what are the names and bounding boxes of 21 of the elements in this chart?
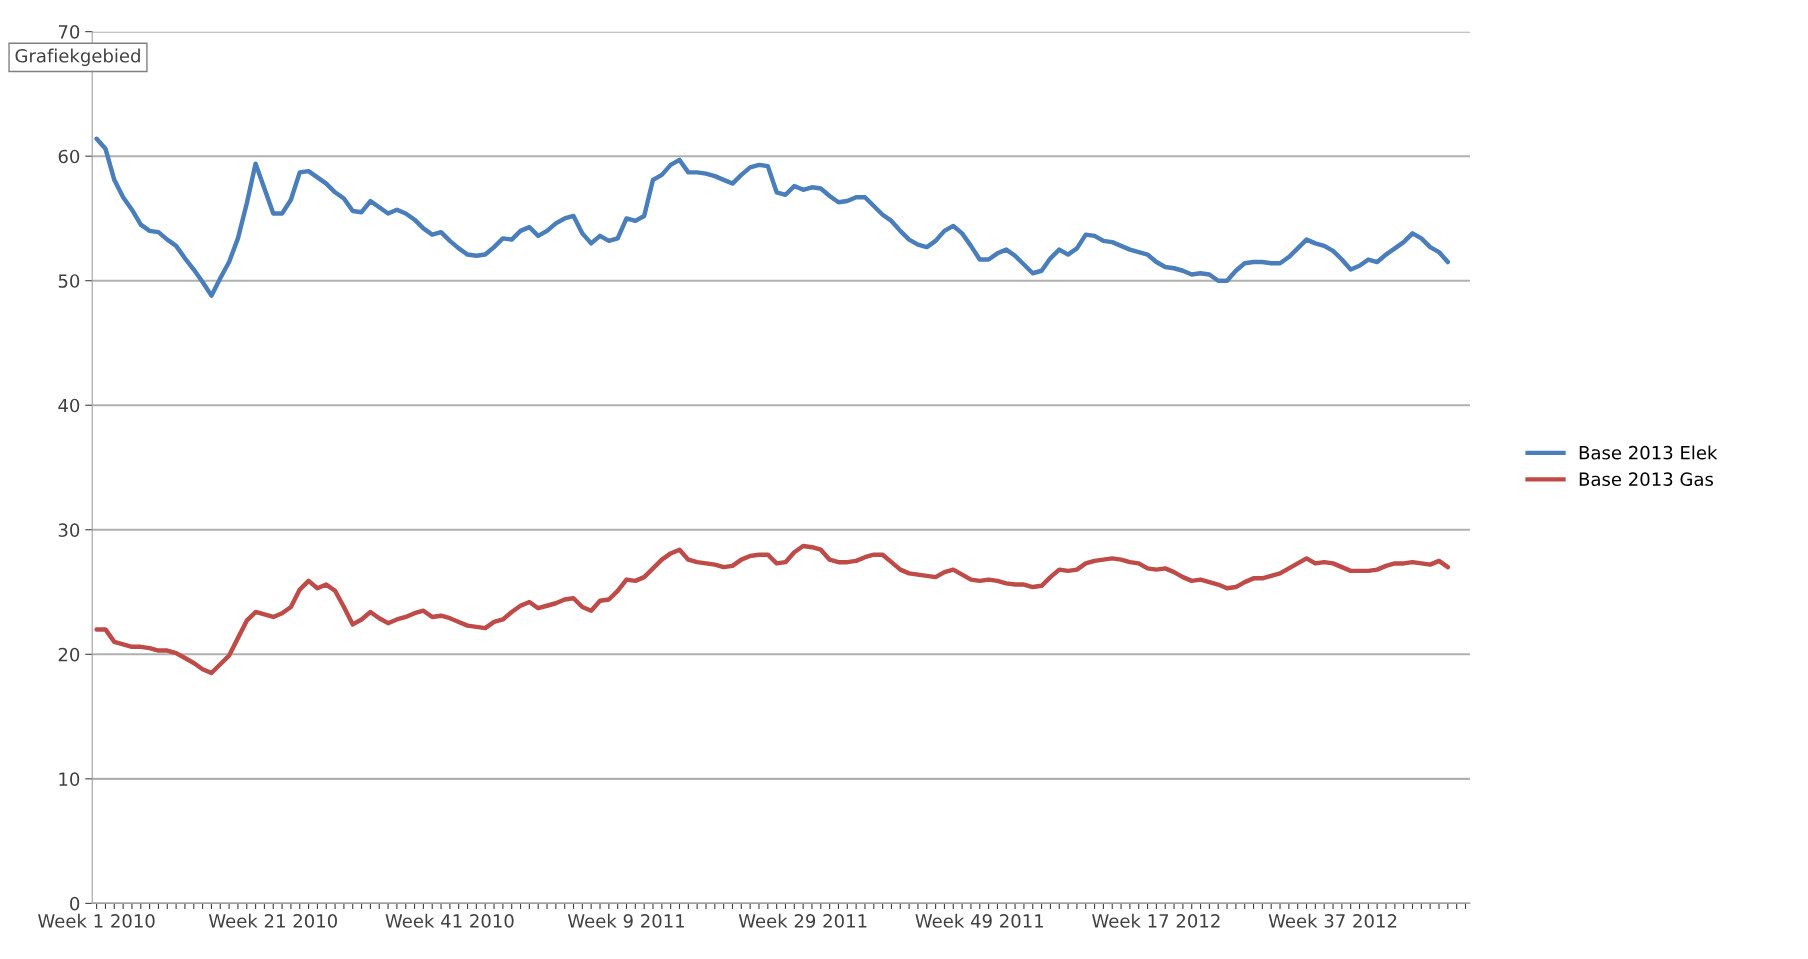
x-tick-label: Week 29 2011 <box>738 913 867 928</box>
x-tick-label: Week 41 2010 <box>385 913 514 928</box>
line-series <box>94 136 1451 298</box>
x-tick-label: Week 21 2010 <box>208 913 337 928</box>
x-tick-label: Week 37 2012 <box>1268 913 1397 928</box>
x-tick-label: Week 1 2010 <box>38 913 155 928</box>
y-tick-label: 60 <box>58 149 80 164</box>
y-tick-label: 50 <box>58 274 80 288</box>
legend-label: Base 2013 Elek <box>1579 445 1718 460</box>
legend-label: Base 2013 Gas <box>1579 472 1714 486</box>
y-tick-label: 70 <box>58 25 80 39</box>
annotation: Grafiekgebied <box>15 48 140 67</box>
y-tick-label: 30 <box>58 523 80 537</box>
x-tick-label: Week 49 2011 <box>915 913 1044 928</box>
y-tick-label: 0 <box>70 896 80 911</box>
y-tick-label: 20 <box>58 647 80 662</box>
x-tick-label: Week 17 2012 <box>1092 913 1220 928</box>
y-tick-label: 10 <box>59 772 80 786</box>
y-tick-label: 40 <box>58 398 80 413</box>
line-series <box>94 543 1451 676</box>
x-tick-label: Week 9 2011 <box>567 913 685 928</box>
